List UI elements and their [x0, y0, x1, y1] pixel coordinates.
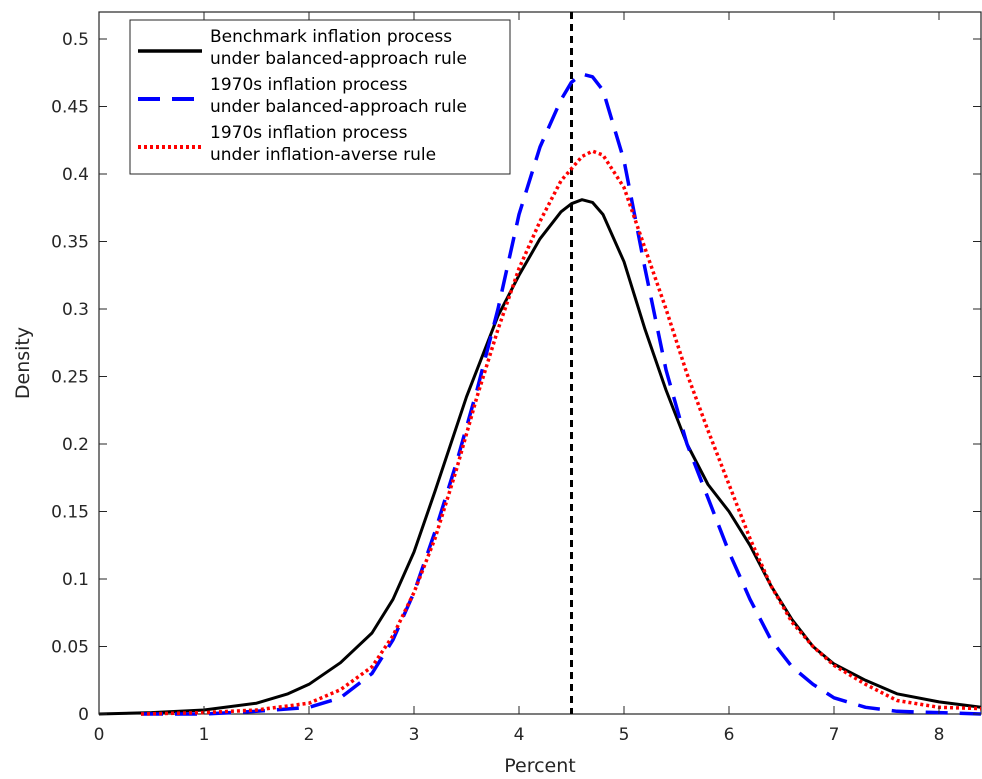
y-tick-label: 0.1 — [62, 570, 89, 590]
y-tick-label: 0.3 — [62, 300, 89, 320]
x-tick-label: 7 — [829, 725, 840, 745]
y-tick-label: 0.35 — [51, 233, 89, 253]
legend-label: under inflation-averse rule — [210, 145, 436, 165]
y-tick-label: 0.2 — [62, 435, 89, 455]
x-tick-label: 4 — [514, 725, 525, 745]
legend-label: 1970s inflation process — [210, 75, 408, 95]
x-axis-label: Percent — [504, 755, 576, 777]
x-tick-label: 1 — [199, 725, 210, 745]
x-tick-label: 6 — [724, 725, 735, 745]
y-tick-label: 0 — [78, 705, 89, 725]
x-tick-label: 2 — [304, 725, 315, 745]
x-tick-label: 0 — [94, 725, 105, 745]
series-line-2 — [141, 72, 982, 716]
legend-label: under balanced-approach rule — [210, 97, 467, 117]
y-tick-label: 0.15 — [51, 503, 89, 523]
y-tick-label: 0.45 — [51, 98, 89, 118]
y-tick-label: 0.05 — [51, 638, 89, 658]
x-tick-label: 5 — [619, 725, 630, 745]
y-axis-label: Density — [12, 327, 34, 399]
legend-label: 1970s inflation process — [210, 123, 408, 143]
axes-box — [98, 11, 982, 715]
series-line-3 — [140, 149, 982, 716]
series-line-1 — [98, 198, 982, 716]
series-group — [98, 72, 982, 716]
legend-label: under balanced-approach rule — [210, 49, 467, 69]
x-tick-label: 3 — [409, 725, 420, 745]
legend-label: Benchmark inflation process — [210, 27, 452, 47]
y-tick-label: 0.5 — [62, 30, 89, 50]
y-tick-label: 0.4 — [62, 165, 89, 185]
x-axis-ticks: 0 1 2 3 4 5 6 7 8 — [94, 12, 945, 745]
x-tick-label: 8 — [934, 725, 945, 745]
y-axis-ticks: 0 0.05 0.1 0.15 0.2 0.25 0.3 0.35 0.4 0.45 0.5 — [51, 30, 981, 725]
plot-area — [98, 11, 982, 715]
y-tick-label: 0.25 — [51, 368, 89, 388]
